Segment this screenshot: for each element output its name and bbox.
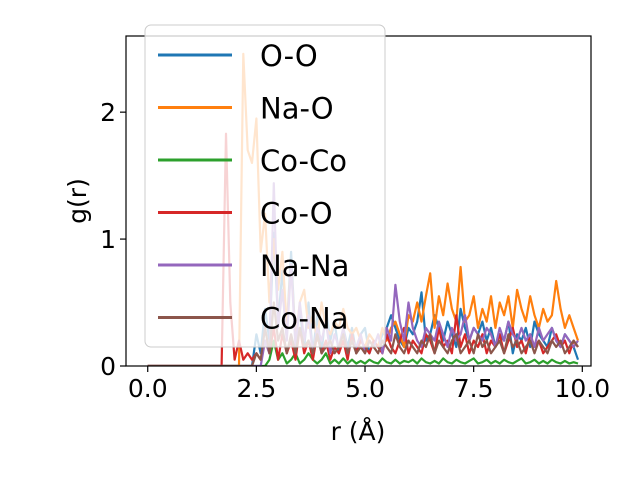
legend-box [144,24,386,348]
y-axis-label: g(r) [63,178,92,224]
x-tick-label: 5.0 [345,374,385,403]
y-tick-label: 0 [100,352,116,381]
legend-label: O-O [260,39,318,73]
series-line-2 [147,339,579,366]
y-tick-label: 2 [100,98,116,127]
legend-item-5: Co-Na [158,302,348,336]
legend-item-1: Na-O [158,92,334,126]
x-tick-label: 2.5 [236,374,276,403]
legend-label: Na-O [260,92,334,126]
legend-label: Co-Co [260,144,347,178]
legend-item-3: Co-O [158,197,333,231]
x-axis-label: r (Å) [331,417,386,446]
legend-label: Co-O [260,197,333,231]
legend-item-4: Na-Na [158,249,349,283]
y-tick-label: 1 [100,225,116,254]
x-axis-ticks: 0.0 2.5 5.0 7.5 10.0 [128,366,610,403]
legend-item-2: Co-Co [158,144,347,178]
legend: O-O Na-O Co-Co Co-O Na-Na Co-Na [144,24,386,348]
legend-label: Na-Na [260,249,349,283]
y-axis-ticks: 0 1 2 [100,98,126,381]
x-tick-label: 10.0 [554,374,610,403]
legend-item-0: O-O [158,39,318,73]
legend-label: Co-Na [260,302,348,336]
x-tick-label: 0.0 [128,374,168,403]
x-tick-label: 7.5 [454,374,494,403]
